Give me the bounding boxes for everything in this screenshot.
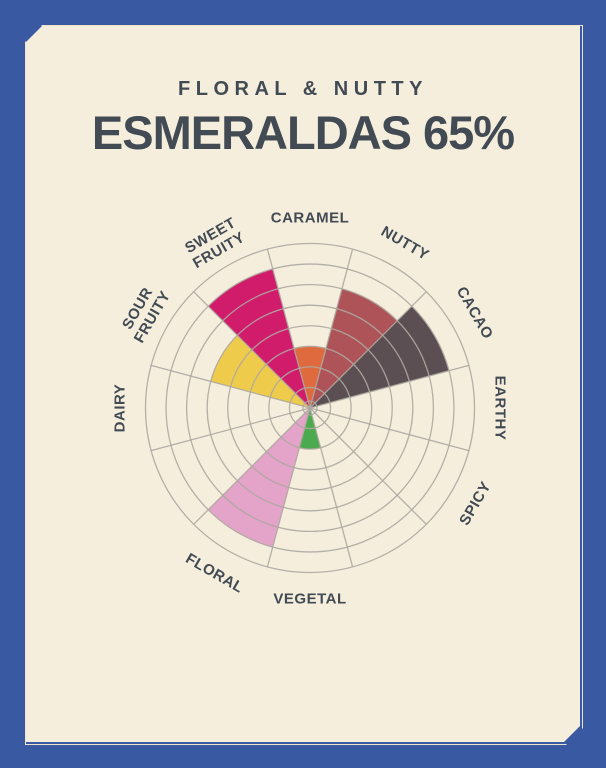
svg-text:CACAO: CACAO	[453, 284, 496, 342]
svg-text:CARAMEL: CARAMEL	[271, 210, 350, 227]
svg-text:DAIRY: DAIRY	[112, 384, 129, 433]
svg-text:EARTHY: EARTHY	[492, 376, 509, 441]
svg-text:SPICY: SPICY	[456, 479, 494, 529]
svg-text:NUTTY: NUTTY	[378, 223, 432, 264]
svg-text:FLORAL: FLORAL	[183, 550, 247, 597]
svg-text:VEGETAL: VEGETAL	[273, 591, 346, 608]
